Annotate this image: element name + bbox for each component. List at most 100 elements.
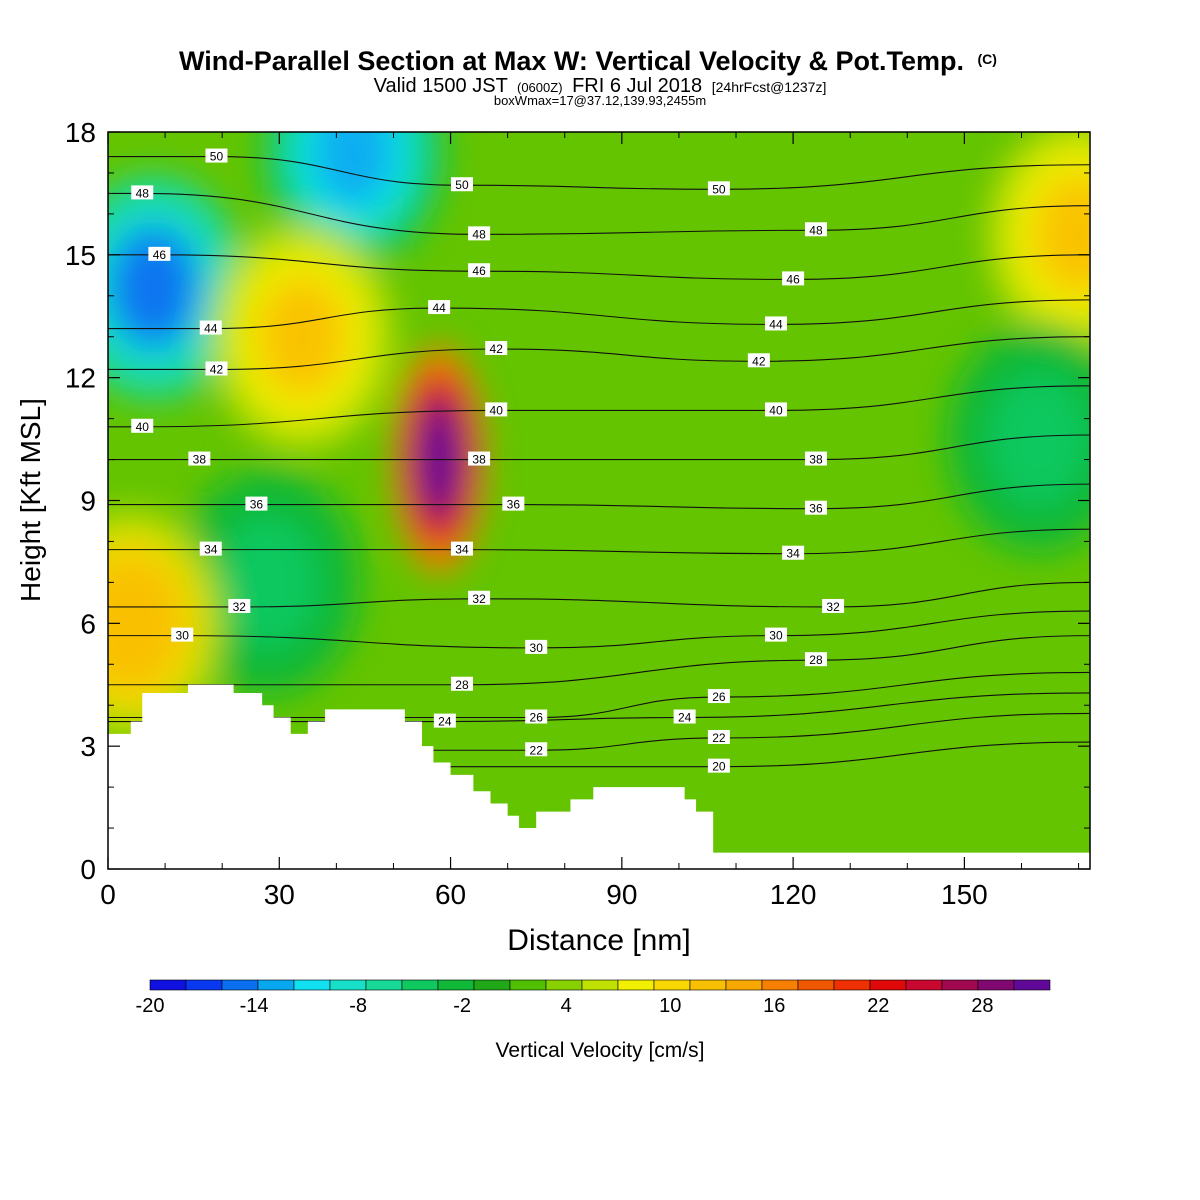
theta-label: 22 bbox=[707, 729, 730, 745]
theta-label: 50 bbox=[205, 148, 228, 164]
theta-label: 48 bbox=[131, 185, 154, 200]
colorbar-swatch bbox=[833, 979, 871, 991]
theta-label-text: 38 bbox=[809, 453, 823, 467]
theta-label-text: 28 bbox=[809, 653, 823, 667]
theta-label-text: 50 bbox=[712, 182, 726, 196]
valid-time-line: Valid 1500 JST (0600Z) FRI 6 Jul 2018 [2… bbox=[374, 75, 827, 97]
chart-title: Wind-Parallel Section at Max W: Vertical… bbox=[179, 46, 997, 76]
theta-label: 42 bbox=[485, 341, 508, 356]
theta-label-text: 46 bbox=[153, 248, 167, 262]
y-tick-label: 0 bbox=[80, 854, 96, 885]
potential-temperature-labels: 50 50 50 48 48 48 46 46 46 44 44 44 42 42 42 40 40 40 38 38… bbox=[131, 148, 845, 774]
theta-label: 44 bbox=[199, 320, 222, 336]
x-tick-label: 90 bbox=[606, 879, 637, 910]
theta-label-text: 30 bbox=[176, 629, 190, 643]
theta-label-text: 34 bbox=[455, 543, 469, 557]
theta-label-text: 36 bbox=[809, 502, 823, 516]
theta-contour-32 bbox=[108, 581, 1090, 608]
colorbar-swatch bbox=[257, 979, 295, 991]
theta-label: 36 bbox=[502, 496, 525, 512]
theta-label-text: 24 bbox=[438, 715, 452, 729]
colorbar-tick-label: 22 bbox=[867, 995, 889, 1017]
theta-label: 50 bbox=[450, 177, 473, 192]
theta-label-text: 38 bbox=[193, 453, 207, 467]
theta-label: 22 bbox=[525, 742, 548, 757]
box-wmax-info: boxWmax=17@37.12,139.93,2455m bbox=[494, 93, 706, 108]
colorbar: -20 -14 -8 -2 4 10 16 22 28 bbox=[136, 979, 1051, 1017]
colorbar-swatch bbox=[185, 979, 223, 991]
theta-label: 32 bbox=[468, 590, 491, 606]
colorbar-swatch bbox=[473, 979, 511, 991]
colorbar-swatch bbox=[869, 979, 907, 991]
theta-label: 40 bbox=[764, 402, 787, 417]
y-tick-label: 9 bbox=[80, 486, 96, 517]
x-tick-label: 30 bbox=[264, 879, 295, 910]
theta-label-text: 24 bbox=[678, 711, 692, 725]
theta-label-text: 46 bbox=[786, 272, 800, 286]
vv-feature-updraft-west-low bbox=[108, 508, 224, 738]
theta-label-text: 44 bbox=[204, 322, 218, 336]
colorbar-tick-label: -8 bbox=[349, 995, 367, 1017]
theta-label-text: 40 bbox=[136, 420, 150, 434]
theta-label-text: 30 bbox=[530, 641, 544, 655]
colorbar-swatch bbox=[329, 979, 367, 991]
colorbar-tick-label: 4 bbox=[561, 995, 572, 1017]
vv-feature-downdraft-east-edge bbox=[946, 324, 1090, 554]
colorbar-swatch bbox=[905, 979, 943, 991]
colorbar-swatch bbox=[1013, 979, 1051, 991]
colorbar-swatch bbox=[149, 979, 187, 991]
colorbar-swatch bbox=[653, 979, 691, 991]
valid-date: FRI 6 Jul 2018 bbox=[572, 75, 702, 97]
theta-label: 40 bbox=[131, 418, 154, 434]
colorbar-swatch bbox=[761, 979, 799, 991]
theta-label-text: 46 bbox=[472, 264, 486, 278]
y-tick-label: 15 bbox=[65, 240, 96, 271]
theta-label-text: 50 bbox=[455, 178, 469, 192]
theta-label: 34 bbox=[199, 541, 222, 557]
x-tick-label: 60 bbox=[435, 879, 466, 910]
theta-label-text: 36 bbox=[250, 498, 264, 512]
colorbar-swatch bbox=[941, 979, 979, 991]
theta-label: 30 bbox=[525, 639, 548, 655]
theta-label: 38 bbox=[468, 451, 491, 467]
theta-label-text: 32 bbox=[472, 592, 486, 606]
theta-label: 44 bbox=[764, 316, 787, 331]
chart-title-text: Wind-Parallel Section at Max W: Vertical… bbox=[179, 46, 964, 76]
theta-label-text: 22 bbox=[712, 731, 726, 745]
valid-time-utc: (0600Z) bbox=[517, 80, 563, 95]
y-tick-label: 18 bbox=[65, 117, 96, 148]
colorbar-swatch bbox=[221, 979, 259, 991]
theta-label-text: 32 bbox=[826, 600, 840, 614]
colorbar-swatch bbox=[581, 979, 619, 991]
colorbar-swatch bbox=[725, 979, 763, 991]
theta-label: 34 bbox=[450, 541, 473, 557]
theta-label-text: 42 bbox=[490, 342, 504, 356]
theta-label-text: 48 bbox=[136, 186, 150, 200]
theta-contour-26 bbox=[108, 671, 1090, 719]
theta-label-text: 44 bbox=[432, 301, 446, 315]
theta-label: 44 bbox=[428, 300, 451, 315]
colorbar-tick-label: 16 bbox=[763, 995, 785, 1017]
theta-contour-36 bbox=[108, 483, 1090, 510]
vv-feature-updraft-east-edge bbox=[986, 132, 1090, 349]
theta-label-text: 22 bbox=[530, 743, 544, 757]
y-axis-label: Height [Kft MSL] bbox=[15, 398, 46, 602]
theta-label: 48 bbox=[468, 226, 491, 241]
theta-label: 42 bbox=[747, 353, 770, 368]
theta-label: 26 bbox=[525, 709, 548, 725]
theta-label: 46 bbox=[148, 246, 171, 262]
theta-label: 38 bbox=[188, 451, 211, 467]
theta-label-text: 34 bbox=[204, 543, 218, 557]
y-tick-label: 6 bbox=[80, 608, 96, 639]
colorbar-swatch bbox=[293, 979, 331, 991]
theta-label: 50 bbox=[707, 181, 730, 196]
colorbar-swatch bbox=[689, 979, 727, 991]
colorbar-tick-label: -14 bbox=[240, 995, 269, 1017]
theta-label: 28 bbox=[450, 676, 473, 692]
theta-label-text: 28 bbox=[455, 678, 469, 692]
theta-label-text: 26 bbox=[712, 690, 726, 704]
theta-label: 40 bbox=[485, 402, 508, 417]
theta-label: 34 bbox=[782, 545, 805, 561]
